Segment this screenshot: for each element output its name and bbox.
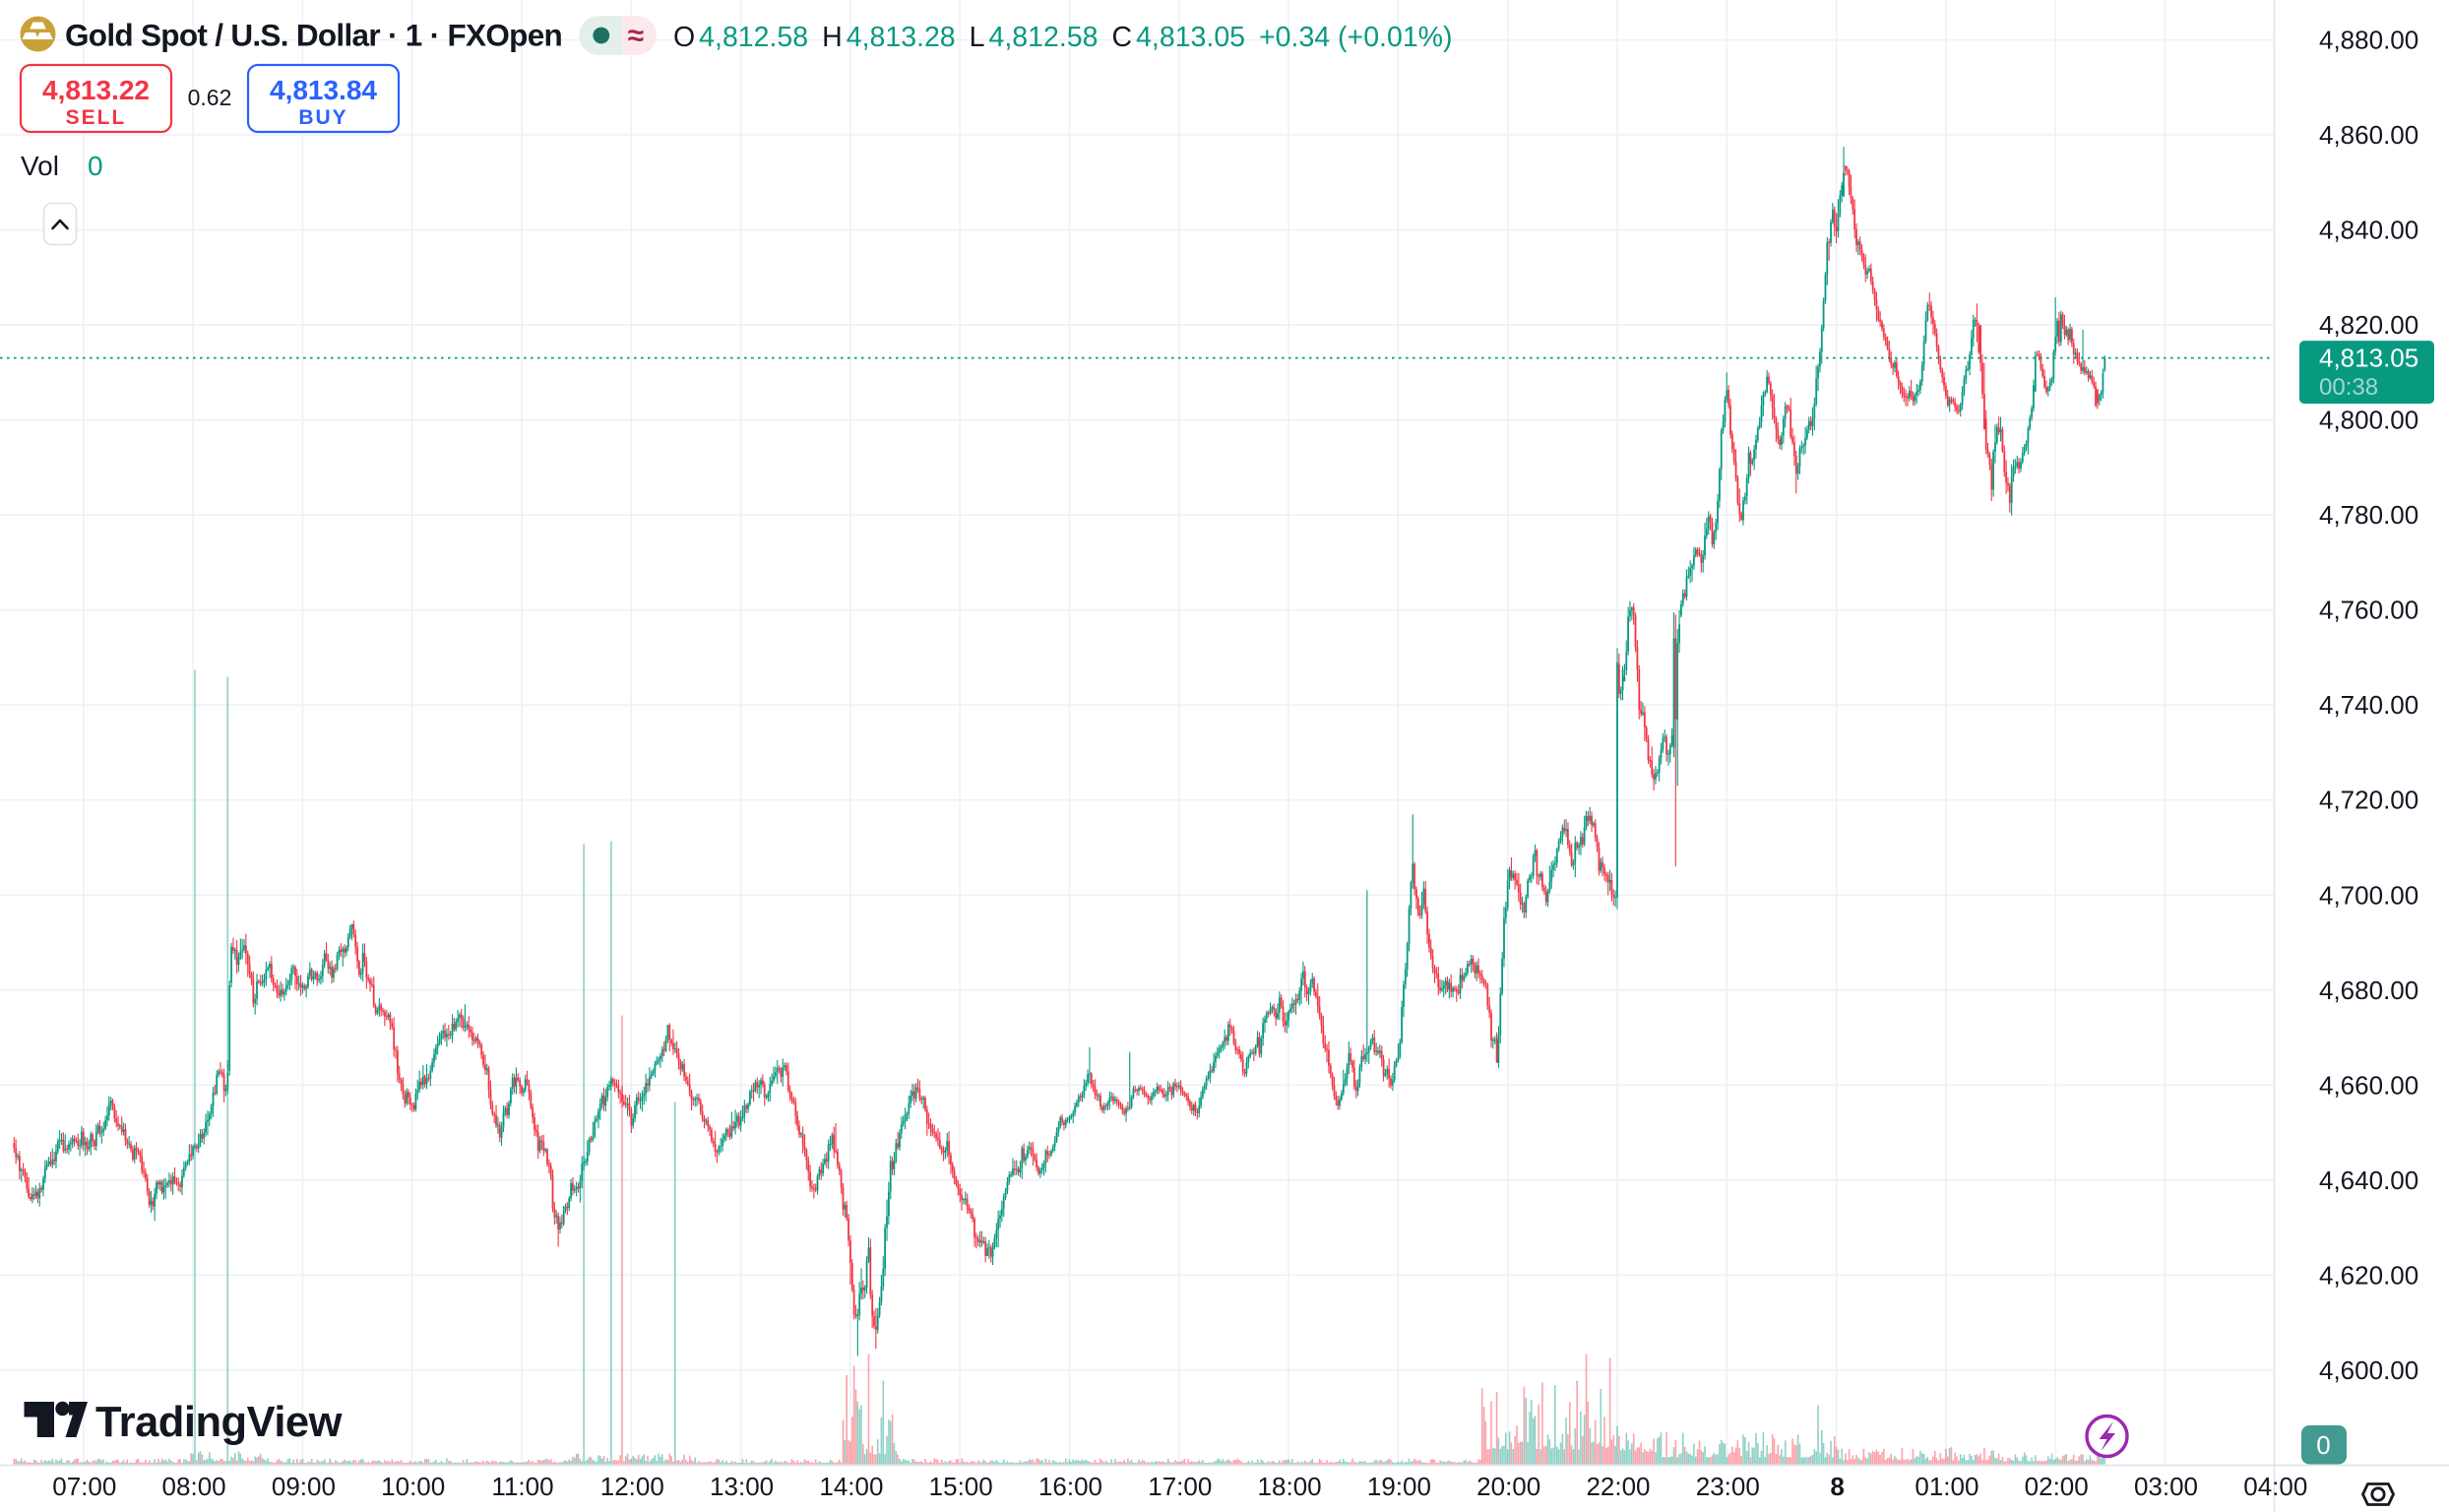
svg-text:09:00: 09:00: [272, 1472, 336, 1501]
svg-text:03:00: 03:00: [2134, 1472, 2198, 1501]
svg-text:TradingView: TradingView: [95, 1399, 343, 1446]
svg-text:07:00: 07:00: [52, 1472, 116, 1501]
svg-text:4,800.00: 4,800.00: [2319, 406, 2418, 435]
svg-text:4,600.00: 4,600.00: [2319, 1355, 2418, 1385]
svg-text:4,640.00: 4,640.00: [2319, 1166, 2418, 1195]
svg-text:0: 0: [2316, 1430, 2330, 1460]
svg-text:0.62: 0.62: [188, 85, 232, 110]
svg-text:Vol: Vol: [21, 151, 59, 181]
svg-text:4,740.00: 4,740.00: [2319, 690, 2418, 720]
svg-text:4,700.00: 4,700.00: [2319, 880, 2418, 910]
svg-text:4,860.00: 4,860.00: [2319, 120, 2418, 150]
svg-text:4,780.00: 4,780.00: [2319, 500, 2418, 530]
svg-text:4,680.00: 4,680.00: [2319, 976, 2418, 1005]
svg-text:11:00: 11:00: [491, 1472, 553, 1501]
svg-text:02:00: 02:00: [2025, 1472, 2089, 1501]
svg-text:0: 0: [88, 151, 103, 181]
svg-text:4,620.00: 4,620.00: [2319, 1260, 2418, 1290]
svg-text:16:00: 16:00: [1038, 1472, 1102, 1501]
svg-text:4,760.00: 4,760.00: [2319, 596, 2418, 625]
svg-text:00:38: 00:38: [2319, 374, 2378, 401]
svg-text:20:00: 20:00: [1476, 1472, 1540, 1501]
svg-text:08:00: 08:00: [162, 1472, 226, 1501]
svg-text:4,813.84: 4,813.84: [270, 75, 377, 105]
svg-text:14:00: 14:00: [819, 1472, 883, 1501]
svg-text:4,720.00: 4,720.00: [2319, 786, 2418, 815]
svg-text:BUY: BUY: [298, 106, 347, 129]
svg-text:8: 8: [1830, 1472, 1844, 1501]
svg-text:4,820.00: 4,820.00: [2319, 310, 2418, 340]
svg-text:13:00: 13:00: [710, 1472, 774, 1501]
svg-text:4,813.22: 4,813.22: [42, 75, 150, 105]
svg-text:15:00: 15:00: [929, 1472, 993, 1501]
svg-text:4,813.05: 4,813.05: [2319, 344, 2418, 373]
svg-text:23:00: 23:00: [1696, 1472, 1760, 1501]
svg-text:18:00: 18:00: [1258, 1472, 1322, 1501]
svg-text:12:00: 12:00: [600, 1472, 664, 1501]
svg-text:SELL: SELL: [66, 106, 127, 129]
svg-text:22:00: 22:00: [1586, 1472, 1650, 1501]
svg-text:19:00: 19:00: [1367, 1472, 1431, 1501]
svg-text:04:00: 04:00: [2243, 1472, 2307, 1501]
svg-text:≈: ≈: [628, 20, 644, 52]
svg-text:4,880.00: 4,880.00: [2319, 26, 2418, 55]
svg-text:17:00: 17:00: [1148, 1472, 1212, 1501]
svg-text:10:00: 10:00: [381, 1472, 445, 1501]
svg-text:4,660.00: 4,660.00: [2319, 1070, 2418, 1100]
svg-text:01:00: 01:00: [1915, 1472, 1978, 1501]
svg-text:4,840.00: 4,840.00: [2319, 216, 2418, 245]
svg-text:Gold Spot / U.S. Dollar · 1 ·: Gold Spot / U.S. Dollar · 1 · FXOpen: [65, 18, 562, 53]
